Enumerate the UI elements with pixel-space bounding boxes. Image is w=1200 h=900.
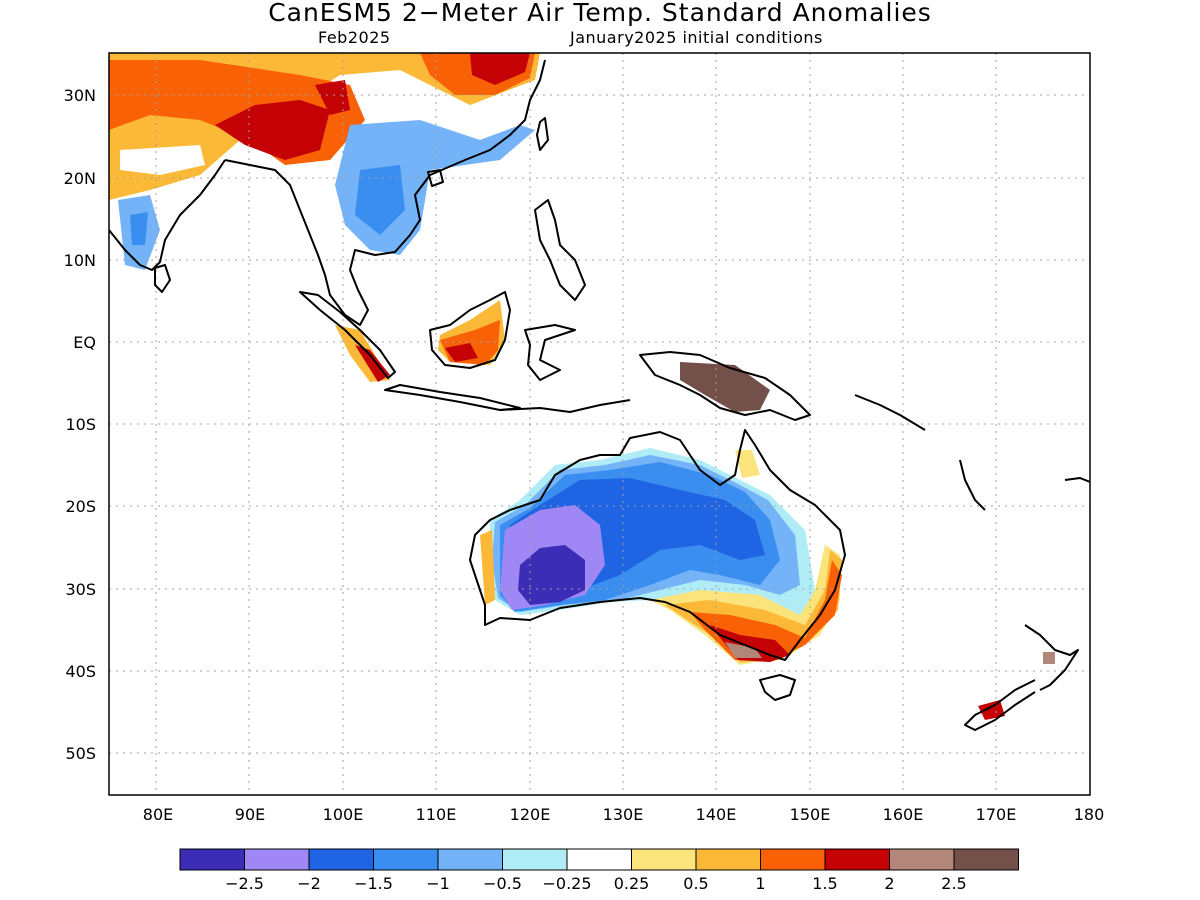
lon-label: 80E — [143, 805, 173, 824]
lon-label: 140E — [696, 805, 737, 824]
hainan — [427, 169, 444, 187]
australia-purple-anomaly — [518, 545, 585, 605]
borneo-red-anomaly — [445, 343, 478, 362]
lat-label: 30N — [64, 86, 96, 105]
colorbar-label: −0.5 — [483, 874, 522, 893]
china-north-red-anomaly — [470, 53, 530, 85]
colorbar-label: 1.5 — [812, 874, 837, 893]
wa-coast-warm-anomaly — [480, 530, 495, 605]
colorbar-label: 1 — [755, 874, 765, 893]
lat-label: 20S — [65, 497, 96, 516]
colorbar-label: −0.25 — [542, 874, 591, 893]
victoria-red-anomaly — [710, 625, 790, 662]
lat-label: 10S — [65, 415, 96, 434]
nz-brown-anomaly — [1043, 652, 1055, 664]
lon-label: 120E — [510, 805, 551, 824]
colorbar-swatch — [889, 848, 955, 871]
new-zealand-north — [1024, 624, 1079, 691]
sumatra-red-anomaly — [355, 345, 390, 382]
colorbar-label: 2.5 — [941, 874, 966, 893]
colorbar-label: 0.25 — [614, 874, 650, 893]
colorbar-swatch — [244, 848, 310, 871]
colorbar-swatch — [373, 848, 439, 871]
sri-lanka — [154, 264, 171, 293]
colorbar-swatch — [308, 848, 374, 871]
lon-label: 150E — [790, 805, 831, 824]
forecast-month: Feb2025 — [318, 28, 391, 47]
plot-frame — [108, 52, 1091, 796]
colorbar-label: 0.5 — [683, 874, 708, 893]
fiji — [1064, 477, 1090, 483]
colorbar-swatch — [953, 848, 1019, 871]
lat-label: 40S — [65, 662, 96, 681]
nz-red-anomaly — [978, 700, 1005, 720]
colorbar-swatch — [631, 848, 697, 871]
lon-label: 110E — [416, 805, 457, 824]
taiwan — [536, 117, 549, 151]
sumatra — [299, 291, 396, 379]
vanuatu — [959, 459, 986, 511]
colorbar-label: −1.5 — [354, 874, 393, 893]
new-guinea-brown-anomaly — [680, 362, 770, 412]
colorbar-label: −2.5 — [225, 874, 264, 893]
initial-conditions: January2025 initial conditions — [570, 28, 823, 47]
lat-label: 10N — [64, 251, 96, 270]
tasmania — [759, 674, 796, 701]
lon-label: 180 — [1074, 805, 1105, 824]
india-coastline — [109, 159, 226, 271]
new-zealand-south — [964, 679, 1036, 731]
map-title: CanESM5 2−Meter Air Temp. Standard Anoma… — [268, 0, 932, 27]
australia-coastline — [469, 429, 846, 661]
indochina-blue-anomaly — [355, 165, 405, 235]
lat-label: 20N — [64, 169, 96, 188]
himalaya-red-anomaly — [215, 100, 330, 160]
lon-label: 170E — [976, 805, 1017, 824]
colorbar-swatch — [566, 848, 632, 871]
mainland-se-asia-coastline — [224, 59, 546, 326]
philippines — [534, 199, 586, 301]
lesser-sunda — [499, 399, 631, 413]
lon-label: 130E — [603, 805, 644, 824]
india-white-patch — [120, 145, 205, 175]
solomon-islands — [854, 394, 926, 431]
colorbar-swatch — [179, 848, 245, 871]
colorbar: −2.5 −2 −1.5 −1 −0.5 −0.25 0.25 0.5 1 1.5 2 2.5 — [179, 848, 1019, 893]
java — [384, 384, 521, 411]
colorbar-swatch — [824, 848, 890, 871]
colorbar-label: 2 — [884, 874, 894, 893]
new-guinea — [639, 351, 811, 421]
colorbar-swatch — [760, 848, 826, 871]
colorbar-label: −2 — [297, 874, 321, 893]
borneo — [429, 291, 511, 369]
india-blue-anomaly — [130, 212, 148, 245]
longitude-labels: 80E 90E 100E 110E 120E 130E 140E 150E 16… — [143, 805, 1105, 824]
lat-label: 30S — [65, 580, 96, 599]
colorbar-swatch — [502, 848, 568, 871]
victoria-brown-anomaly — [725, 642, 762, 658]
lat-label: EQ — [73, 333, 96, 352]
colorbar-label: −1 — [426, 874, 450, 893]
tibet-red-anomaly — [315, 80, 350, 115]
anomaly-field — [109, 53, 1055, 720]
graticule — [109, 53, 1090, 795]
colorbar-swatch — [437, 848, 503, 871]
sulawesi — [524, 324, 576, 381]
lon-label: 90E — [235, 805, 265, 824]
coastlines — [109, 59, 1090, 731]
lon-label: 100E — [323, 805, 364, 824]
cape-york-warm-anomaly — [735, 450, 760, 478]
colorbar-swatch — [695, 848, 761, 871]
lon-label: 160E — [883, 805, 924, 824]
lat-label: 50S — [65, 744, 96, 763]
latitude-labels: 30N 20N 10N EQ 10S 20S 30S 40S 50S — [64, 86, 96, 763]
